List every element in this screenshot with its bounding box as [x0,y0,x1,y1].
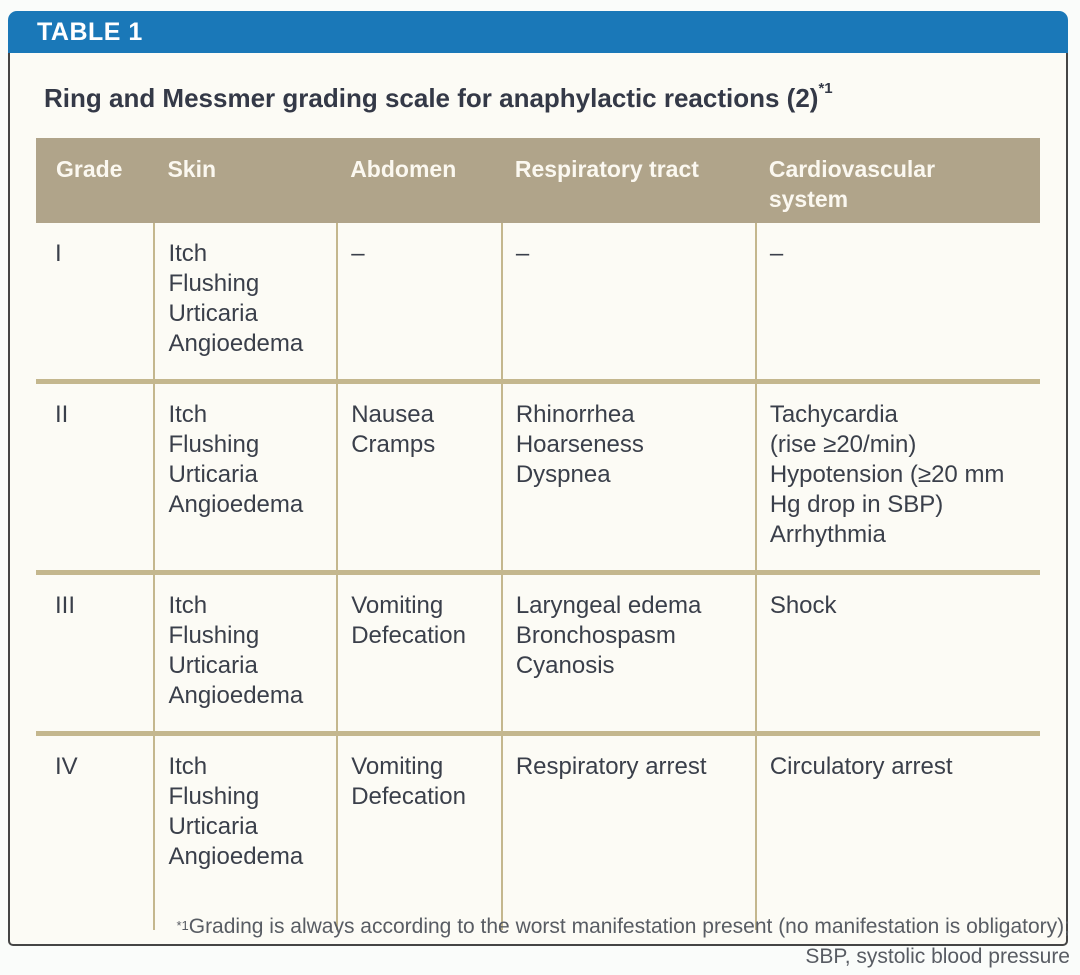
cell-respiratory: Respiratory arrest [500,731,756,930]
cell-abdomen: Nausea Cramps [336,379,502,573]
table-row-grade-3: III Itch Flushing Urticaria Angioedema V… [36,570,1040,734]
table-title-text: Ring and Messmer grading scale for anaph… [44,83,819,113]
title-footnote-marker: *1 [818,80,833,97]
footnote-line-1: *1Grading is always according to the wor… [8,912,1070,942]
table-figure: TABLE 1 Ring and Messmer grading scale f… [8,11,1068,946]
column-header-cardiovascular-system: Cardiovascular system [755,138,1040,223]
column-header-abdomen: Abdomen [337,138,502,223]
cell-abdomen: Vomiting Defecation [336,570,502,734]
cell-abdomen: – [336,223,502,382]
table-header-bar: TABLE 1 [8,11,1068,53]
table-title: Ring and Messmer grading scale for anaph… [44,80,1032,114]
footnote-line-2: SBP, systolic blood pressure [8,942,1070,972]
cell-grade: II [36,379,155,573]
cell-abdomen: Vomiting Defecation [336,731,502,930]
footnote: *1Grading is always according to the wor… [8,912,1070,972]
table-body: I Itch Flushing Urticaria Angioedema – –… [36,223,1040,930]
table-row-grade-4: IV Itch Flushing Urticaria Angioedema Vo… [36,731,1040,930]
cell-skin: Itch Flushing Urticaria Angioedema [153,223,338,382]
column-header-respiratory-tract: Respiratory tract [501,138,756,223]
cell-skin: Itch Flushing Urticaria Angioedema [153,379,338,573]
grading-table: Grade Skin Abdomen Respiratory tract Car… [36,138,1040,930]
cell-grade: IV [36,731,155,930]
footnote-line-2-text: SBP, systolic blood pressure [805,945,1070,968]
table-head: Grade Skin Abdomen Respiratory tract Car… [36,138,1040,223]
footnote-line-1-text: Grading is always according to the worst… [188,915,1070,938]
cell-respiratory: – [500,223,756,382]
table-label: TABLE 1 [37,17,143,46]
cell-cardiovascular: Tachycardia (rise ≥20/min) Hypotension (… [754,379,1040,573]
table-row-grade-1: I Itch Flushing Urticaria Angioedema – –… [36,223,1040,382]
header-row: Grade Skin Abdomen Respiratory tract Car… [36,138,1040,223]
cell-respiratory: Laryngeal edema Bronchospasm Cyanosis [500,570,756,734]
cell-skin: Itch Flushing Urticaria Angioedema [153,731,338,930]
table-box: Ring and Messmer grading scale for anaph… [8,53,1068,946]
cell-respiratory: Rhinorrhea Hoarseness Dyspnea [500,379,756,573]
cell-cardiovascular: Circulatory arrest [754,731,1040,930]
cell-grade: I [55,240,62,267]
footnote-marker: *1 [176,918,189,933]
table-row-grade-2: II Itch Flushing Urticaria Angioedema Na… [36,379,1040,573]
column-header-skin: Skin [154,138,338,223]
cell-skin: Itch Flushing Urticaria Angioedema [153,570,338,734]
cell-grade: III [36,570,155,734]
cell-cardiovascular: – [754,223,1040,382]
column-header-grade: Grade [36,138,155,223]
cell-cardiovascular: Shock [754,570,1040,734]
